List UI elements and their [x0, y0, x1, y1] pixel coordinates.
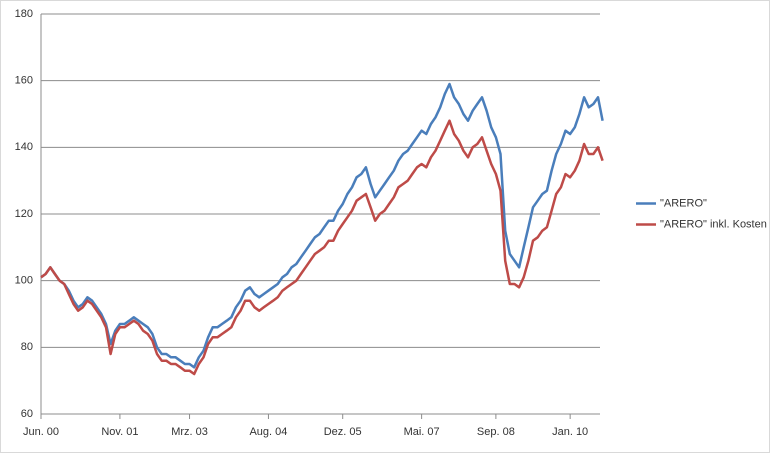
y-tick-label: 160	[15, 75, 33, 87]
legend-label: "ARERO" inkl. Kosten	[660, 218, 767, 230]
y-tick-label: 100	[15, 275, 33, 287]
x-tick-label: Aug. 04	[249, 426, 287, 438]
x-tick-label: Nov. 01	[101, 426, 138, 438]
y-tick-label: 80	[21, 341, 33, 353]
x-tick-label: Jun. 00	[23, 426, 59, 438]
y-tick-label: 120	[15, 208, 33, 220]
y-tick-label: 60	[21, 408, 33, 420]
x-tick-label: Dez. 05	[324, 426, 362, 438]
series-line	[40, 82, 604, 369]
y-tick-label: 140	[15, 141, 33, 153]
x-tick-label: Jan. 10	[552, 426, 588, 438]
series-line	[40, 119, 604, 376]
y-tick-label: 180	[15, 8, 33, 20]
x-tick-label: Mrz. 03	[171, 426, 208, 438]
x-tick-label: Mai. 07	[404, 426, 440, 438]
legend-label: "ARERO"	[660, 197, 707, 209]
x-tick-label: Sep. 08	[477, 426, 515, 438]
